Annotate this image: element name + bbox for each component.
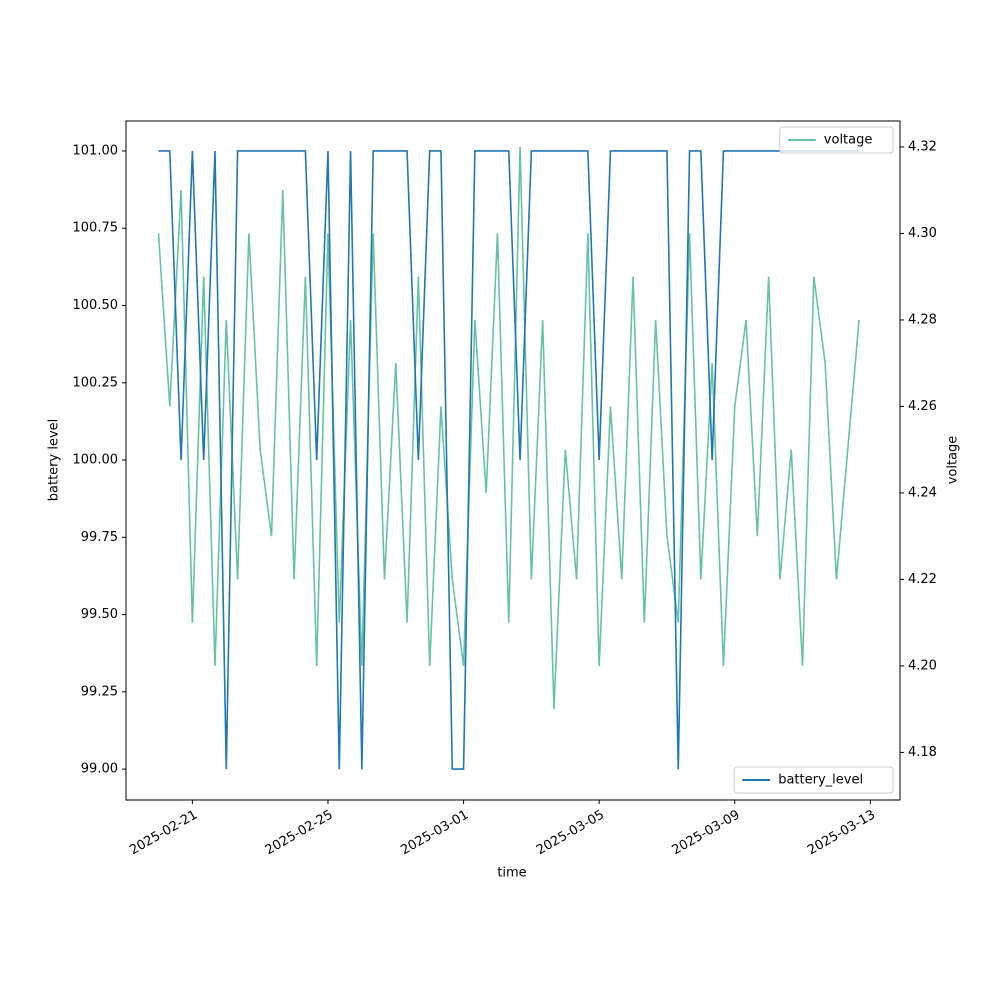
y-axis-label: battery level [47,419,62,502]
y-tick-label: 100.25 [73,375,119,390]
series-line [158,150,860,770]
y-tick-label: 100.00 [73,453,119,468]
y2-tick-label: 4.20 [908,658,937,673]
y-tick-label: 101.00 [73,143,119,158]
y2-tick-label: 4.26 [908,399,937,414]
y2-tick-label: 4.22 [908,572,937,587]
x-tick-label: 2025-02-21 [127,808,200,859]
y2-axis-label: voltage [946,436,961,485]
x-tick-label: 2025-02-25 [263,808,336,859]
y2-tick-label: 4.24 [908,485,937,500]
y-tick-label: 99.50 [81,607,118,622]
legend-label: voltage [824,133,873,148]
y2-tick-label: 4.32 [908,139,937,154]
legend-label: battery_level [778,773,863,788]
plot-frame [125,120,901,801]
x-tick-label: 2025-03-05 [534,808,607,859]
x-tick-label: 2025-03-13 [805,808,878,859]
y-tick-label: 100.50 [73,298,119,313]
series-line [157,146,860,710]
y2-tick-label: 4.30 [908,226,937,241]
legend-box [733,766,894,794]
y-tick-label: 99.75 [81,530,118,545]
y-tick-label: 99.25 [81,684,118,699]
x-tick-label: 2025-03-09 [670,808,743,859]
y-tick-label: 99.00 [81,762,118,777]
y2-tick-label: 4.28 [908,312,937,327]
legend-box [779,126,894,154]
y2-tick-label: 4.18 [908,745,937,760]
y-tick-label: 100.75 [73,221,119,236]
x-tick-label: 2025-03-01 [398,808,471,859]
x-axis-label: time [497,866,526,881]
